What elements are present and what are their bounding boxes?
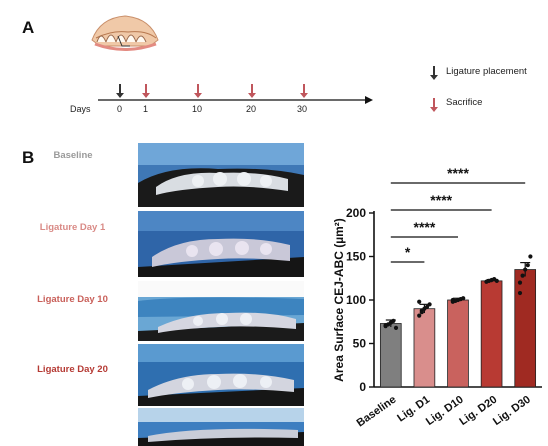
data-point xyxy=(517,290,523,296)
jaw-photo-baseline xyxy=(138,143,304,207)
data-point xyxy=(523,267,528,272)
y-tick-label: 200 xyxy=(346,206,366,220)
bar xyxy=(447,299,469,388)
row-label-day1: Ligature Day 1 xyxy=(39,222,106,233)
timeline-day-label: 30 xyxy=(297,104,308,114)
bar xyxy=(379,323,402,388)
bar xyxy=(480,280,503,388)
data-point xyxy=(417,313,422,318)
row-label-baseline: Baseline xyxy=(53,150,93,161)
timeline-day-label: 10 xyxy=(192,104,203,114)
legend-sacrifice-label: Sacrifice xyxy=(446,97,483,108)
bar xyxy=(514,269,537,388)
data-point xyxy=(520,273,525,278)
jaw-photo-day10 xyxy=(138,281,304,341)
y-tick-label: 50 xyxy=(353,337,367,351)
data-point xyxy=(450,297,455,303)
data-point xyxy=(528,254,533,259)
legend-sacrifice-icon xyxy=(430,98,438,112)
panel-a-letter: A xyxy=(22,18,35,37)
data-point xyxy=(419,310,424,315)
data-point xyxy=(494,278,499,283)
y-tick-label: 100 xyxy=(346,293,366,307)
y-tick-label: 150 xyxy=(346,250,366,264)
y-tick-label: 0 xyxy=(359,380,366,394)
x-tick-label: Baseline xyxy=(355,394,399,430)
significance-label: **** xyxy=(430,192,452,208)
data-point xyxy=(427,302,432,307)
timeline-day-label: 20 xyxy=(246,104,257,114)
x-tick-label: Lig. D20 xyxy=(457,394,499,428)
row-label-day20: Ligature Day 20 xyxy=(37,364,108,375)
sacrifice-arrow-icon xyxy=(142,84,308,98)
jaw-illustration-icon xyxy=(91,15,159,51)
jaw-photo-day30 xyxy=(138,408,304,446)
timeline-day-label: 0 xyxy=(117,104,123,114)
data-point xyxy=(383,323,388,328)
ligature-placement-arrow-icon xyxy=(116,84,124,98)
timeline-day-label: 1 xyxy=(143,104,149,114)
data-point xyxy=(391,318,396,323)
significance-label: **** xyxy=(447,165,469,181)
y-axis-label: Area Surface CEJ-ABC (µm²) xyxy=(332,218,346,382)
legend-ligature-icon xyxy=(430,66,438,80)
data-point xyxy=(525,263,530,268)
x-tick-label: Lig. D10 xyxy=(424,394,466,428)
jaw-photo-day20 xyxy=(138,344,304,406)
data-point xyxy=(517,280,523,285)
data-point xyxy=(424,304,430,310)
timeline-axis-label: Days xyxy=(70,104,91,114)
data-point xyxy=(461,296,466,301)
data-point xyxy=(417,299,422,304)
panel-b-letter: B xyxy=(22,148,35,167)
x-tick-label: Lig. D30 xyxy=(491,394,533,428)
significance-label: **** xyxy=(414,219,436,235)
significance-label: * xyxy=(405,244,411,260)
bar xyxy=(413,308,436,388)
row-label-day10: Ligature Day 10 xyxy=(37,294,108,305)
jaw-photo-day1 xyxy=(138,211,304,277)
data-point xyxy=(393,325,399,330)
timeline-arrowhead xyxy=(365,96,373,104)
legend-ligature-label: Ligature placement xyxy=(446,66,527,77)
